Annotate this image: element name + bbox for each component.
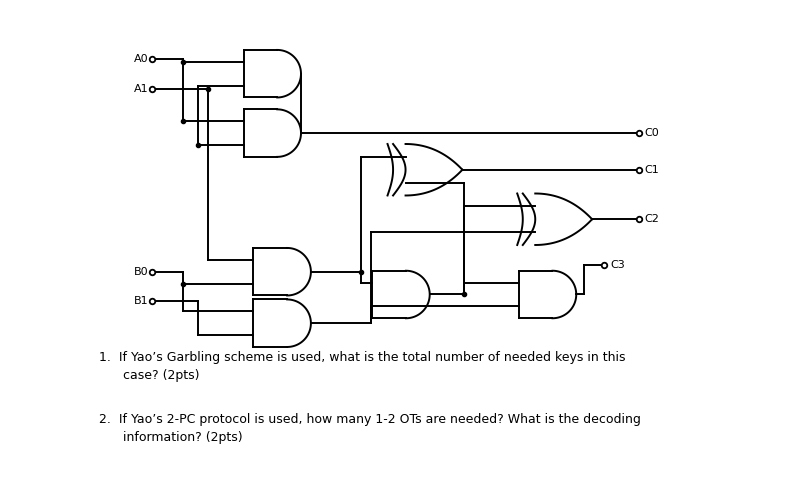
Text: C3: C3 bbox=[610, 260, 625, 270]
Text: A1: A1 bbox=[134, 84, 149, 94]
Text: B0: B0 bbox=[134, 267, 149, 277]
Text: C0: C0 bbox=[645, 128, 660, 138]
Text: C1: C1 bbox=[645, 165, 660, 175]
Text: B1: B1 bbox=[134, 297, 149, 306]
Text: A0: A0 bbox=[134, 54, 149, 64]
Text: 2.  If Yao’s 2-PC protocol is used, how many 1-2 OTs are needed? What is the dec: 2. If Yao’s 2-PC protocol is used, how m… bbox=[99, 413, 641, 444]
Text: 1.  If Yao’s Garbling scheme is used, what is the total number of needed keys in: 1. If Yao’s Garbling scheme is used, wha… bbox=[99, 351, 626, 382]
Text: C2: C2 bbox=[645, 214, 660, 224]
